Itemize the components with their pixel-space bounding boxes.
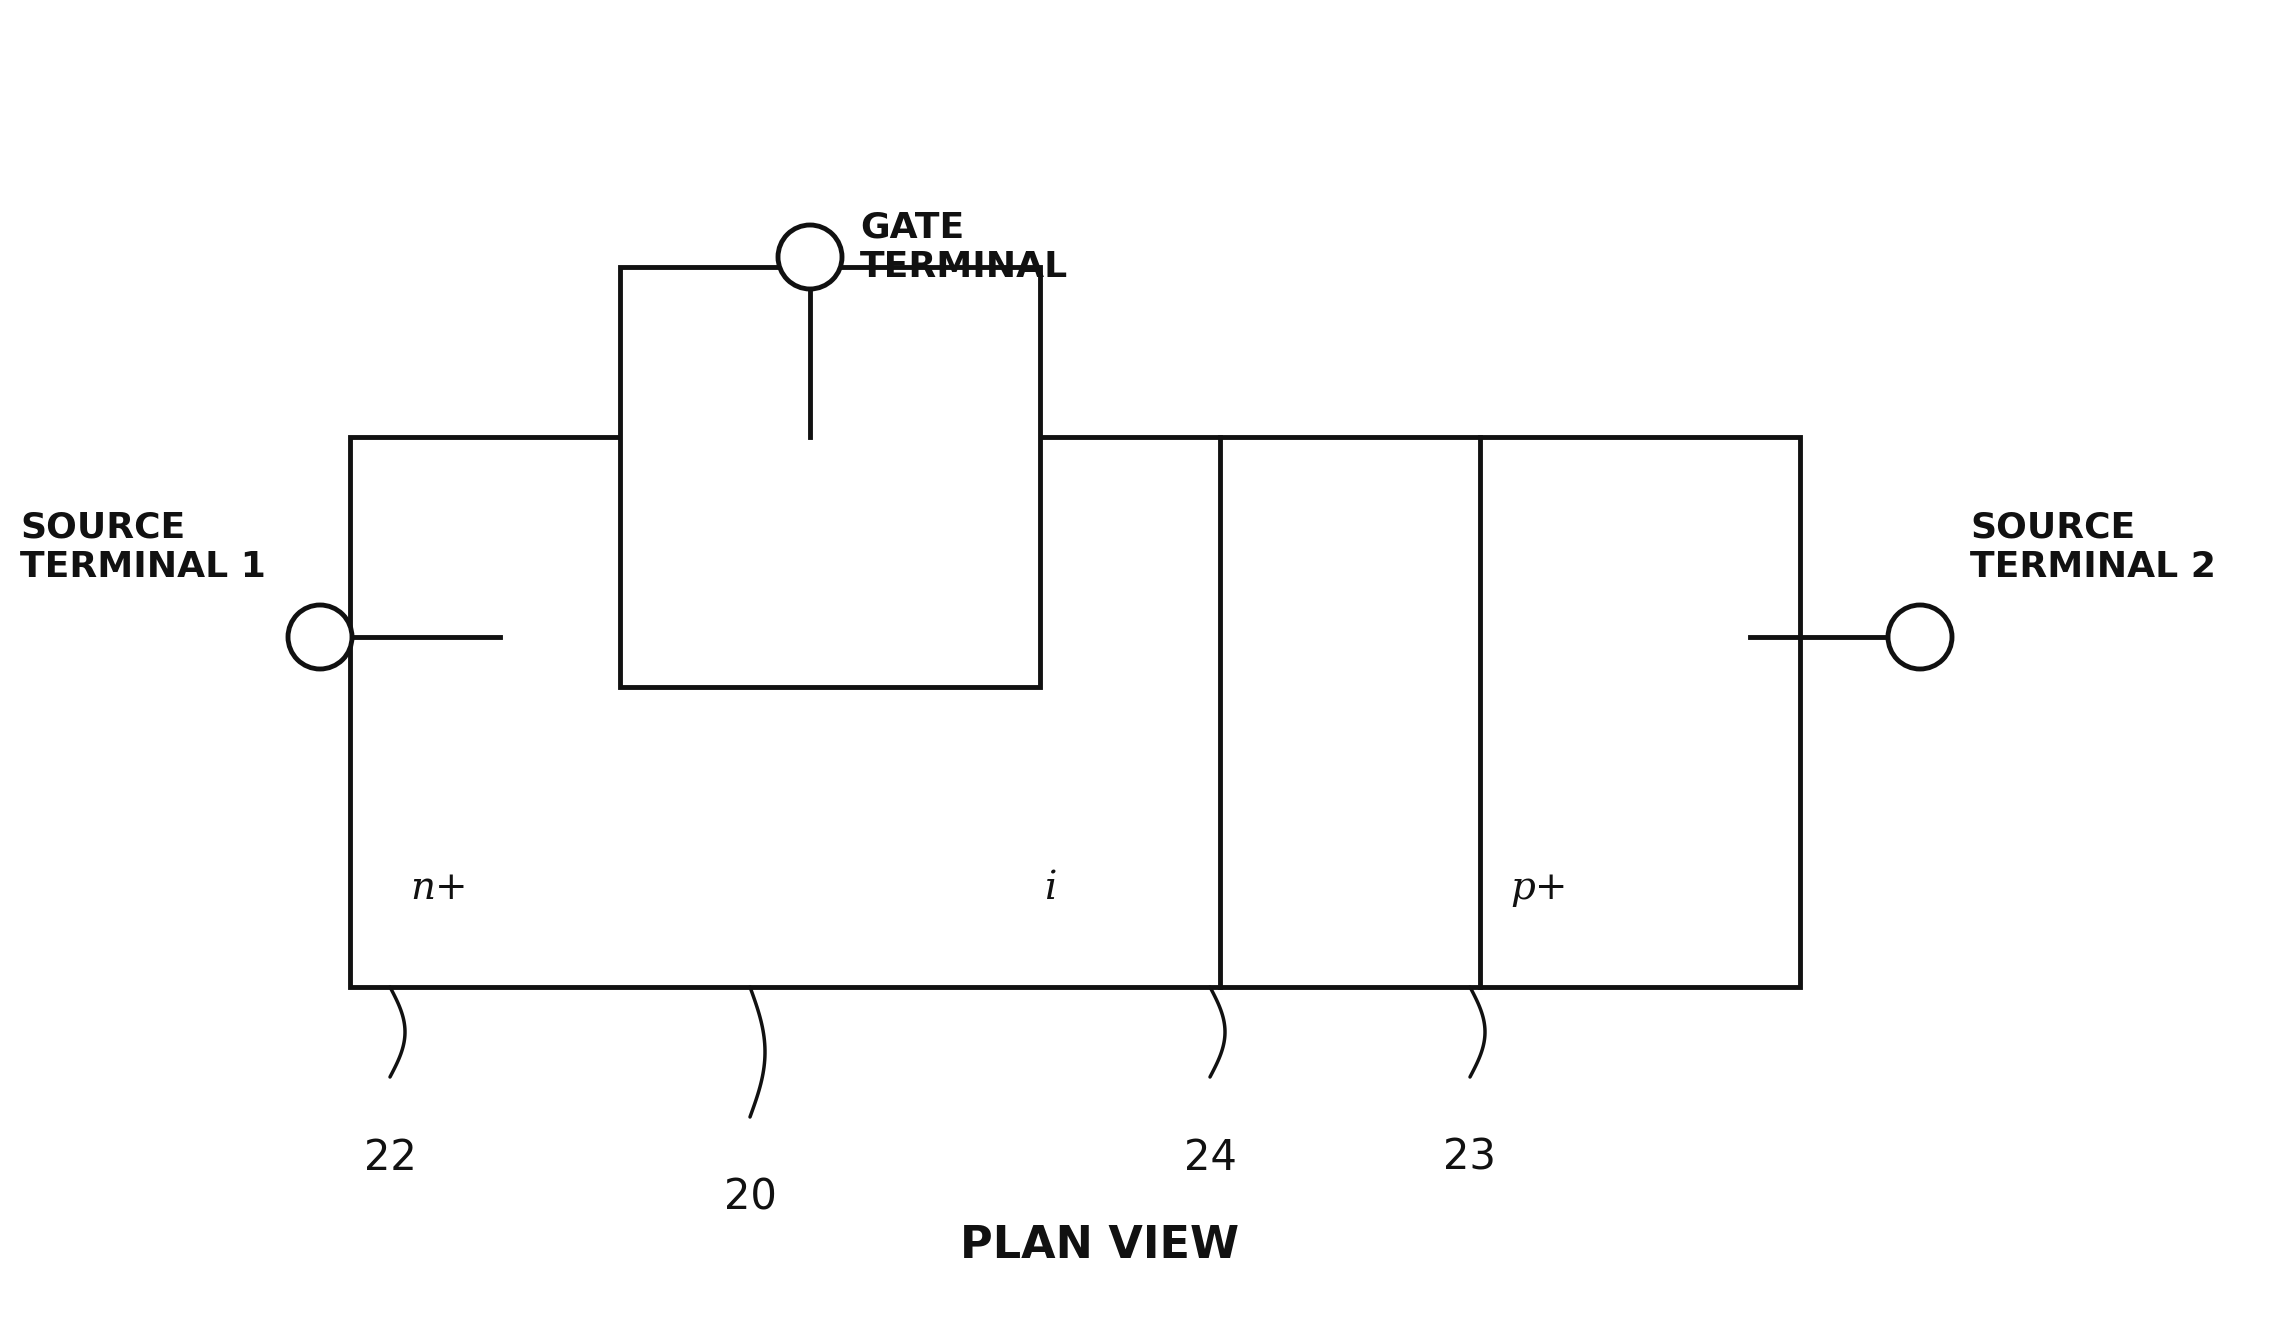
- Bar: [350, 437, 1799, 987]
- Circle shape: [778, 225, 842, 289]
- Text: PLAN VIEW: PLAN VIEW: [961, 1223, 1241, 1267]
- Text: SOURCE
TERMINAL 1: SOURCE TERMINAL 1: [21, 511, 266, 584]
- Text: 20: 20: [723, 1177, 776, 1219]
- Text: p+: p+: [1511, 870, 1568, 906]
- Text: 22: 22: [364, 1136, 417, 1179]
- Text: i: i: [1044, 870, 1055, 906]
- Text: n+: n+: [410, 870, 467, 906]
- Bar: [620, 267, 1039, 687]
- Text: 24: 24: [1183, 1136, 1236, 1179]
- Text: SOURCE
TERMINAL 2: SOURCE TERMINAL 2: [1971, 511, 2216, 584]
- Circle shape: [288, 606, 353, 668]
- Circle shape: [1888, 606, 1953, 668]
- Text: GATE
TERMINAL: GATE TERMINAL: [861, 210, 1069, 283]
- Text: 23: 23: [1444, 1136, 1497, 1179]
